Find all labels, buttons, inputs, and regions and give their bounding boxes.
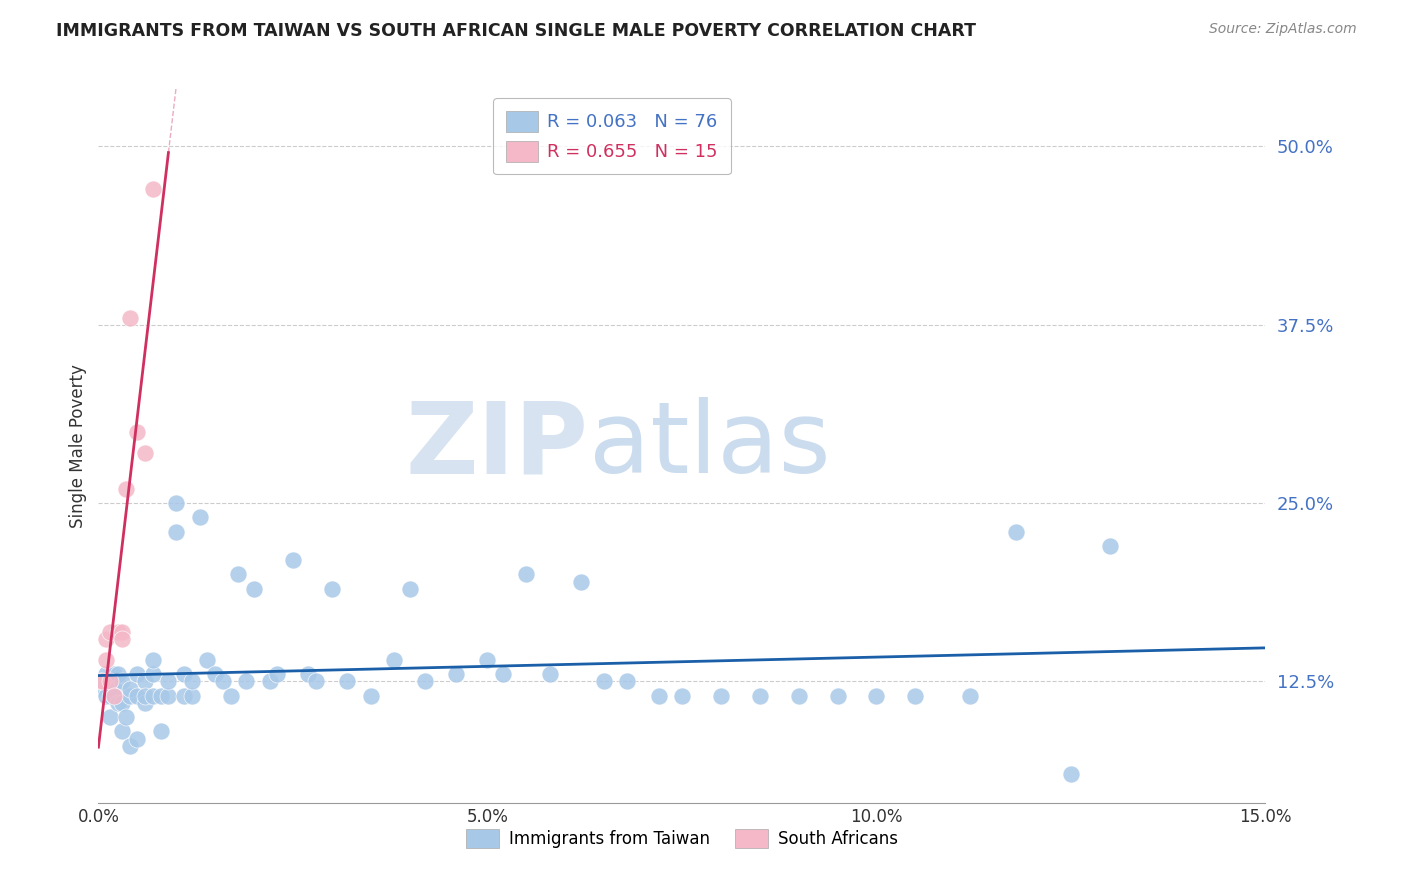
Point: [446, 667, 468, 681]
Point: [827, 689, 849, 703]
Point: [134, 446, 156, 460]
Point: [157, 689, 180, 703]
Point: [114, 710, 136, 724]
Point: [266, 667, 288, 681]
Point: [89, 674, 111, 689]
Point: [149, 724, 172, 739]
Point: [96, 667, 118, 681]
Point: [111, 632, 134, 646]
Point: [91, 674, 114, 689]
Point: [149, 689, 172, 703]
Text: ZIP: ZIP: [406, 398, 589, 494]
Point: [219, 689, 242, 703]
Point: [173, 689, 195, 703]
Point: [259, 674, 281, 689]
Point: [142, 667, 165, 681]
Y-axis label: Single Male Poverty: Single Male Poverty: [69, 364, 87, 528]
Point: [188, 510, 211, 524]
Point: [142, 653, 165, 667]
Point: [142, 182, 165, 196]
Point: [173, 667, 195, 681]
Point: [1005, 524, 1028, 539]
Point: [228, 567, 250, 582]
Point: [297, 667, 319, 681]
Point: [114, 482, 136, 496]
Point: [538, 667, 561, 681]
Point: [118, 310, 141, 325]
Point: [107, 696, 129, 710]
Point: [593, 674, 616, 689]
Point: [127, 689, 149, 703]
Point: [157, 674, 180, 689]
Point: [118, 681, 141, 696]
Point: [127, 425, 149, 439]
Point: [98, 674, 121, 689]
Point: [111, 724, 134, 739]
Point: [382, 653, 405, 667]
Point: [243, 582, 266, 596]
Point: [111, 674, 134, 689]
Point: [360, 689, 382, 703]
Point: [204, 667, 226, 681]
Point: [235, 674, 257, 689]
Point: [118, 739, 141, 753]
Point: [142, 689, 165, 703]
Point: [134, 674, 156, 689]
Point: [787, 689, 810, 703]
Point: [212, 674, 235, 689]
Point: [305, 674, 328, 689]
Point: [103, 681, 125, 696]
Point: [671, 689, 693, 703]
Point: [98, 710, 121, 724]
Text: Source: ZipAtlas.com: Source: ZipAtlas.com: [1209, 22, 1357, 37]
Legend: Immigrants from Taiwan, South Africans: Immigrants from Taiwan, South Africans: [458, 822, 905, 855]
Point: [103, 689, 125, 703]
Point: [281, 553, 304, 567]
Point: [398, 582, 420, 596]
Point: [111, 696, 134, 710]
Point: [90, 674, 112, 689]
Point: [96, 689, 118, 703]
Point: [904, 689, 927, 703]
Point: [710, 689, 733, 703]
Point: [647, 689, 669, 703]
Point: [127, 731, 149, 746]
Point: [96, 632, 118, 646]
Point: [180, 689, 202, 703]
Point: [103, 667, 125, 681]
Point: [107, 667, 129, 681]
Point: [91, 681, 114, 696]
Point: [413, 674, 436, 689]
Point: [569, 574, 592, 589]
Point: [134, 696, 156, 710]
Point: [103, 689, 125, 703]
Point: [1060, 767, 1083, 781]
Point: [492, 667, 515, 681]
Text: atlas: atlas: [589, 398, 830, 494]
Point: [336, 674, 359, 689]
Point: [134, 689, 156, 703]
Point: [1098, 539, 1121, 553]
Point: [107, 624, 129, 639]
Point: [616, 674, 638, 689]
Point: [748, 689, 770, 703]
Point: [515, 567, 537, 582]
Point: [959, 689, 981, 703]
Point: [98, 624, 121, 639]
Point: [477, 653, 499, 667]
Text: IMMIGRANTS FROM TAIWAN VS SOUTH AFRICAN SINGLE MALE POVERTY CORRELATION CHART: IMMIGRANTS FROM TAIWAN VS SOUTH AFRICAN …: [56, 22, 976, 40]
Point: [127, 667, 149, 681]
Point: [865, 689, 887, 703]
Point: [98, 689, 121, 703]
Point: [118, 689, 141, 703]
Point: [96, 653, 118, 667]
Point: [180, 674, 202, 689]
Point: [195, 653, 218, 667]
Point: [321, 582, 343, 596]
Point: [165, 496, 187, 510]
Point: [165, 524, 187, 539]
Point: [111, 624, 134, 639]
